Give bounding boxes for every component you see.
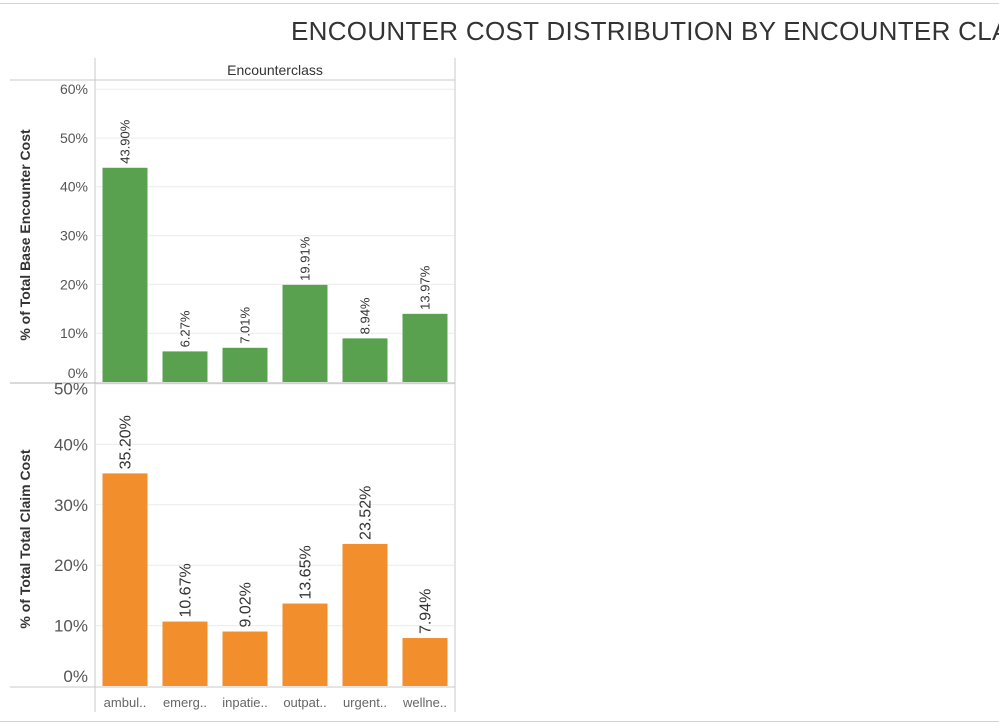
bar: [162, 621, 208, 686]
y-tick-label: 30%: [54, 496, 88, 515]
x-tick-label: emerg..: [163, 695, 207, 710]
bar: [222, 631, 268, 686]
top-border: [0, 3, 999, 4]
x-tick-label: inpatie..: [222, 695, 268, 710]
bar-value-label: 13.65%: [298, 545, 315, 599]
panel-total-claim-cost: 0% 10% 20% 30% 40% 50% % of Total Total Claim …: [17, 380, 454, 686]
x-tick-label: ambul..: [104, 695, 147, 710]
bar-value-label: 8.94%: [358, 297, 373, 334]
y-tick-label: 0%: [68, 365, 88, 381]
bar: [222, 347, 268, 382]
y-tick-label: 40%: [60, 179, 88, 195]
bar-value-label: 9.02%: [238, 582, 255, 627]
bar-value-label: 23.52%: [358, 486, 375, 540]
y-tick-label: 20%: [60, 276, 88, 292]
y-tick-label: 30%: [60, 228, 88, 244]
x-tick-label: urgent..: [343, 695, 387, 710]
bar-value-label: 35.20%: [118, 415, 135, 469]
y-tick-label: 40%: [54, 435, 88, 454]
column-header: Encounterclass: [227, 62, 323, 78]
bar-value-label: 7.94%: [418, 589, 435, 634]
y-tick-label: 60%: [60, 81, 88, 97]
bar-value-label: 43.90%: [118, 119, 133, 164]
bar-value-label: 10.67%: [178, 563, 195, 617]
bar: [102, 473, 148, 686]
bar-value-label: 13.97%: [418, 265, 433, 310]
y-tick-label: 20%: [54, 556, 88, 575]
panel-base-encounter-cost: 0% 10% 20% 30% 40% 50% 60% % of Total Base Enco…: [17, 81, 454, 382]
bar-value-label: 6.27%: [178, 310, 193, 347]
y-tick-label: 50%: [54, 380, 88, 399]
chart-frame: Encounterclass: [10, 58, 456, 712]
bar: [342, 543, 388, 686]
y-tick-label: 10%: [60, 325, 88, 341]
bar-value-label: 7.01%: [238, 306, 253, 343]
bar: [282, 603, 328, 686]
bar-value-label: 19.91%: [298, 236, 313, 281]
bar: [162, 351, 208, 382]
x-tick-label: outpat..: [283, 695, 326, 710]
y-tick-label: 10%: [54, 617, 88, 636]
y-axis-label: % of Total Total Claim Cost: [17, 449, 33, 628]
bar: [282, 284, 328, 382]
y-tick-label: 0%: [63, 667, 88, 686]
bar: [342, 338, 388, 382]
bar: [402, 313, 448, 382]
dashboard-title: ENCOUNTER COST DISTRIBUTION BY ENCOUNTER…: [291, 16, 999, 46]
x-tick-label: wellne..: [402, 695, 447, 710]
x-axis: ambul.. emerg.. inpatie.. outpat.. urgent.. w…: [104, 695, 447, 710]
bottom-border: [0, 721, 999, 722]
bar: [102, 167, 148, 382]
y-tick-label: 50%: [60, 130, 88, 146]
y-axis-label: % of Total Base Encounter Cost: [17, 129, 33, 341]
bar: [402, 638, 448, 686]
